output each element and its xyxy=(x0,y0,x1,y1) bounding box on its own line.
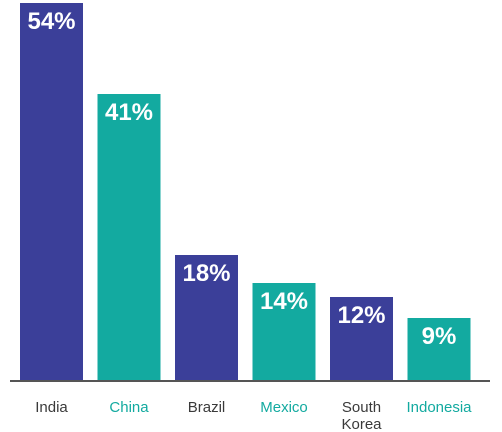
bar-brazil xyxy=(175,255,238,381)
value-label-mexico: 14% xyxy=(260,288,308,315)
bar-india xyxy=(20,3,83,381)
category-label-mexico: Mexico xyxy=(260,399,308,416)
category-label-indonesia: Indonesia xyxy=(406,399,472,416)
value-label-south-korea: 12% xyxy=(337,302,385,329)
bar-indonesia xyxy=(407,318,471,381)
value-label-brazil: 18% xyxy=(182,260,230,287)
bars-group: 54% 41% 18% 14% 12% 9% xyxy=(20,3,471,381)
value-label-india: 54% xyxy=(27,8,75,35)
category-label-south-korea-line-2: Korea xyxy=(341,416,382,432)
category-label-china: China xyxy=(109,399,149,416)
bar-south-korea xyxy=(330,297,393,381)
bar-mexico xyxy=(252,283,316,381)
value-label-indonesia: 9% xyxy=(422,323,457,350)
category-label-south-korea-line-1: South xyxy=(342,399,381,416)
value-label-china: 41% xyxy=(105,99,153,126)
bar-china xyxy=(97,94,161,381)
category-label-india: India xyxy=(35,399,68,416)
category-label-brazil: Brazil xyxy=(188,399,226,416)
